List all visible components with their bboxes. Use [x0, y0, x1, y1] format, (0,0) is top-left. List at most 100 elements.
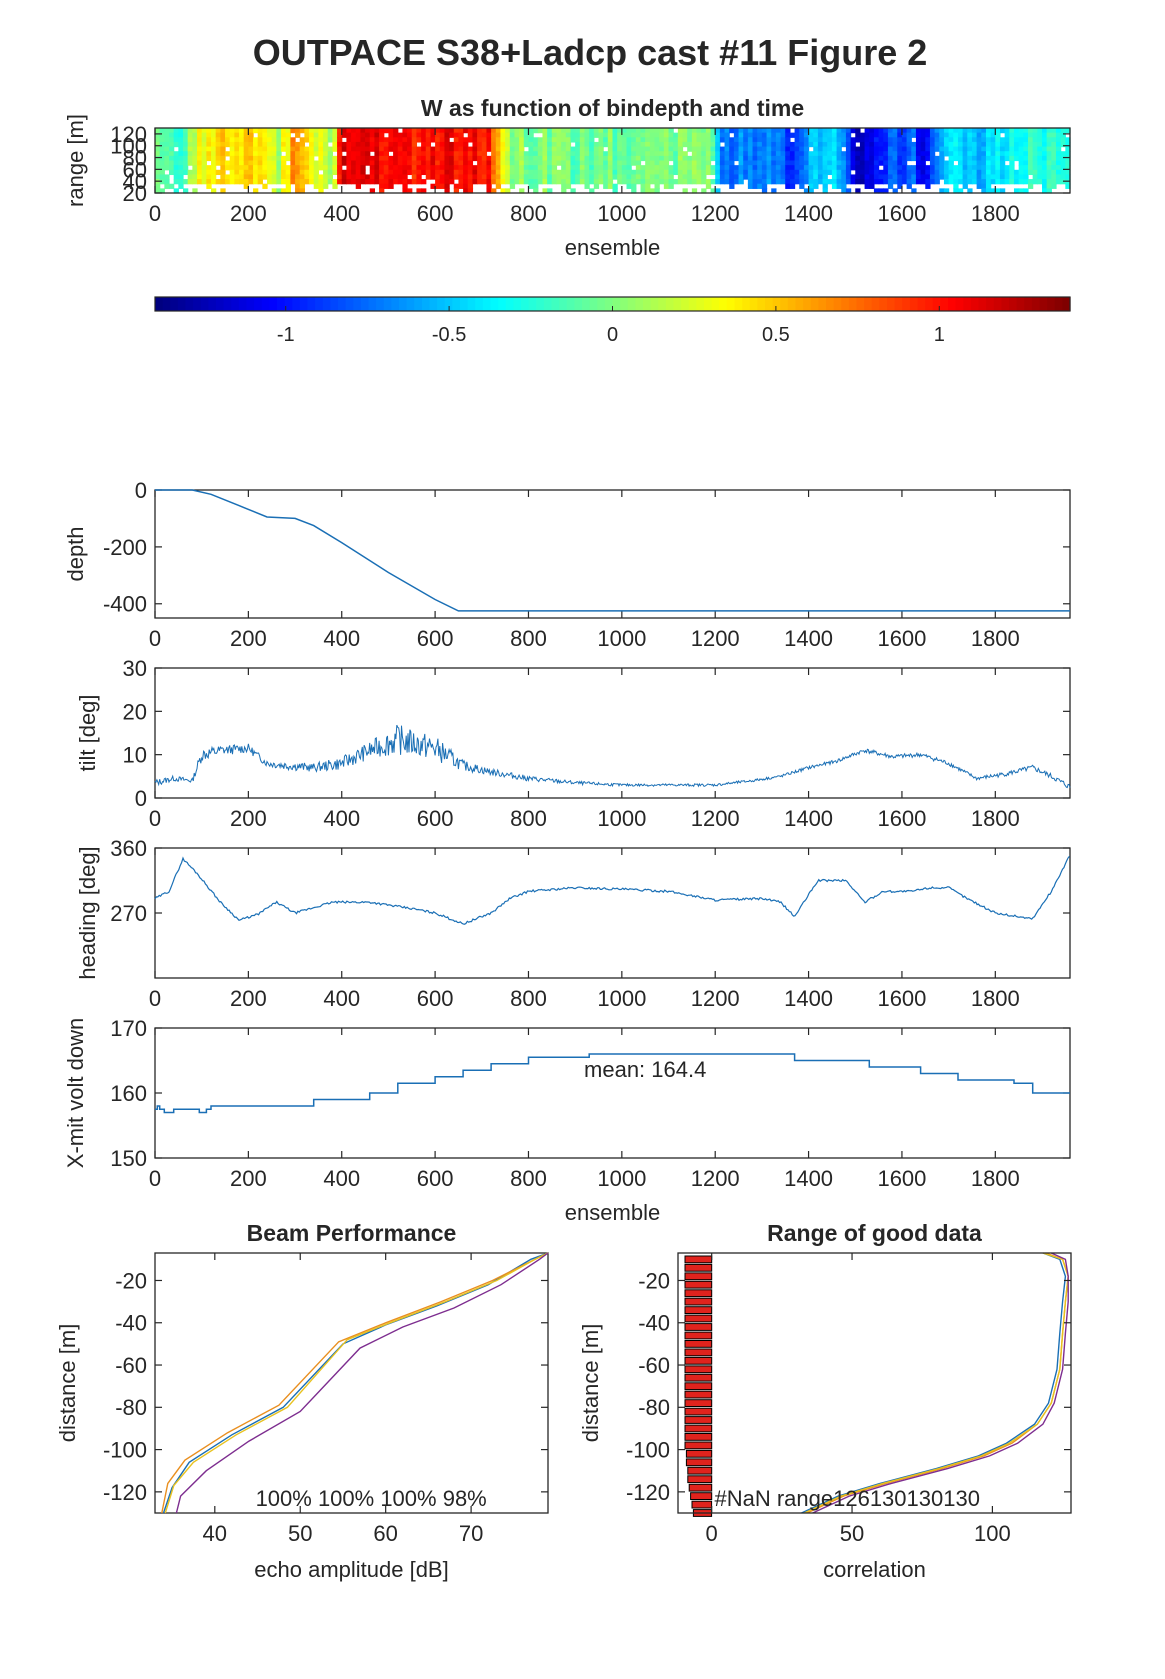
- heatmap-cell: [883, 146, 889, 152]
- heatmap-cell: [491, 155, 497, 162]
- heatmap-cell: [719, 137, 726, 143]
- heatmap-cell: [710, 146, 716, 152]
- heatmap-cell: [943, 151, 950, 157]
- heatmap-cell: [351, 141, 357, 148]
- heatmap-cell: [808, 155, 814, 162]
- colorbar-segment: [391, 297, 400, 311]
- heatmap-cell: [271, 165, 277, 171]
- heatmap-cell: [262, 155, 268, 162]
- heatmap-cell: [817, 128, 824, 134]
- heatmap-cell: [281, 137, 287, 143]
- heatmap-cell: [206, 169, 212, 176]
- heatmap-cell: [425, 151, 432, 157]
- heatmap-cell: [887, 137, 894, 143]
- heatmap-cell: [332, 132, 338, 138]
- heatmap-cell: [262, 137, 268, 143]
- heatmap-cell: [883, 141, 889, 148]
- heatmap-cell: [1037, 137, 1043, 143]
- heatmap-cell: [803, 165, 810, 171]
- heatmap-cell: [724, 165, 730, 171]
- y-tick-label: 60: [123, 157, 147, 182]
- heatmap-cell: [374, 141, 380, 148]
- heatmap-cell: [794, 137, 800, 143]
- heatmap-cell: [724, 128, 730, 134]
- heatmap-cell: [453, 128, 460, 134]
- heatmap-cell: [724, 155, 730, 162]
- y-tick-label: 40: [123, 169, 147, 194]
- heatmap-cell: [575, 132, 581, 138]
- heatmap-cell: [211, 132, 217, 138]
- heatmap-cell: [631, 137, 637, 143]
- heatmap-cell: [1023, 179, 1029, 185]
- heatmap-cell: [995, 174, 1001, 180]
- x-tick-label: 1800: [971, 201, 1020, 226]
- heatmap-cell: [757, 179, 763, 185]
- heatmap-cell: [379, 128, 385, 134]
- x-tick-label: 400: [323, 986, 360, 1011]
- heatmap-cell: [528, 132, 534, 138]
- heatmap-cell: [691, 179, 698, 185]
- heatmap-cell: [1051, 174, 1057, 180]
- heatmap-cell: [943, 174, 950, 180]
- heatmap-cell: [290, 137, 296, 143]
- heatmap-cell: [187, 128, 193, 134]
- axes-box: [154, 127, 1071, 194]
- heatmap-cell: [509, 160, 516, 166]
- heatmap-cell: [687, 165, 693, 171]
- heatmap-cell: [542, 132, 548, 138]
- heatmap-cell: [873, 146, 880, 152]
- x-tick-label: 1000: [597, 201, 646, 226]
- heatmap-cell: [439, 128, 446, 134]
- heatmap-cell: [537, 169, 544, 176]
- heatmap-cell: [785, 128, 791, 134]
- heatmap-cell: [351, 179, 357, 185]
- heatmap-cell: [393, 146, 399, 152]
- heatmap-cell: [257, 160, 263, 166]
- heatmap-cell: [822, 141, 828, 148]
- heatmap-cell: [276, 132, 282, 138]
- heatmap-cell: [789, 146, 796, 152]
- heatmap-cell: [859, 174, 866, 180]
- heatmap-cell: [519, 174, 525, 180]
- heatmap-cell: [551, 141, 558, 148]
- heatmap-cell: [323, 151, 329, 157]
- heatmap-cell: [206, 155, 212, 162]
- heatmap-cell: [1041, 141, 1048, 148]
- heatmap-cell: [738, 146, 744, 152]
- heatmap-cell: [1065, 169, 1071, 176]
- heatmap-cell: [715, 132, 721, 138]
- heatmap-cell: [1037, 128, 1043, 134]
- heatmap-cell: [733, 146, 740, 152]
- heatmap-cell: [869, 179, 875, 185]
- heatmap-cell: [183, 146, 189, 152]
- heatmap-cell: [925, 151, 931, 157]
- heatmap-cell: [537, 179, 544, 185]
- heatmap-cell: [981, 183, 987, 189]
- heatmap-cell: [803, 169, 810, 176]
- heatmap-cell: [897, 151, 903, 157]
- x-tick-label: 800: [510, 986, 547, 1011]
- heatmap-cell: [747, 132, 754, 138]
- heatmap-cell: [295, 160, 301, 166]
- heatmap-cell: [869, 128, 875, 134]
- heatmap-cell: [850, 165, 856, 171]
- heatmap-cell: [617, 146, 623, 152]
- heatmap-cell: [537, 155, 544, 162]
- heatmap-cell: [747, 179, 754, 185]
- heatmap-cell: [472, 146, 478, 152]
- heatmap-cell: [519, 179, 525, 185]
- heatmap-cell: [822, 137, 828, 143]
- heatmap-cell: [1027, 165, 1034, 171]
- heatmap-cell: [939, 169, 945, 176]
- heatmap-cell: [659, 160, 665, 166]
- heatmap-cell: [948, 165, 954, 171]
- y-tick-label: -20: [638, 1268, 670, 1293]
- heatmap-cell: [976, 165, 982, 171]
- heatmap-cell: [598, 132, 604, 138]
- heatmap-cell: [215, 141, 221, 148]
- heatmap-cell: [491, 174, 497, 180]
- heatmap-cell: [593, 141, 600, 148]
- heatmap-cell: [519, 155, 525, 162]
- heatmap-cell: [383, 141, 390, 148]
- heatmap-cell: [803, 174, 810, 180]
